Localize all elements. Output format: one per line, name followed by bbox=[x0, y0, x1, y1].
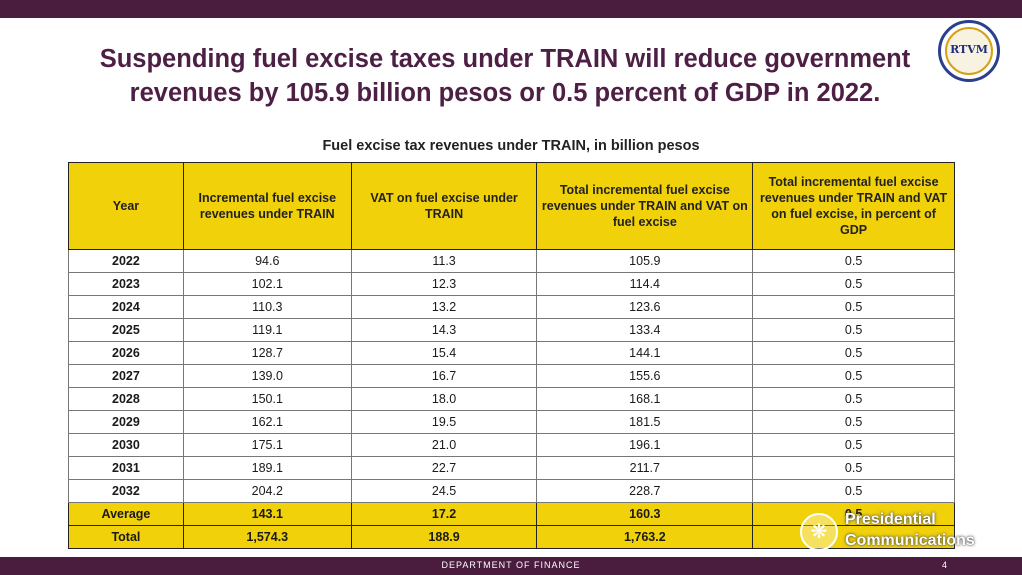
cell-total: 123.6 bbox=[536, 295, 754, 319]
watermark-line-1: Presidential bbox=[845, 511, 936, 528]
cell-year: 2029 bbox=[68, 410, 184, 434]
header-total-incremental: Total incremental fuel excise revenues u… bbox=[536, 162, 754, 250]
table-row: 2024 110.3 13.2 123.6 0.5 bbox=[68, 295, 955, 319]
cell-incremental: 94.6 bbox=[182, 249, 352, 273]
presidential-communications-watermark: ❋ Presidential Communications bbox=[800, 509, 1010, 555]
cell-vat: 18.0 bbox=[350, 387, 538, 411]
cell-percent-gdp: 0.5 bbox=[752, 410, 955, 434]
cell-incremental: 119.1 bbox=[182, 318, 352, 342]
cell-total: 105.9 bbox=[536, 249, 754, 273]
cell-percent-gdp: 0.5 bbox=[752, 249, 955, 273]
cell-year: 2031 bbox=[68, 456, 184, 480]
title-line-1: Suspending fuel excise taxes under TRAIN… bbox=[99, 45, 911, 73]
fuel-excise-table: Year Incremental fuel excise revenues un… bbox=[68, 162, 955, 549]
cell-year: 2023 bbox=[68, 272, 184, 296]
cell-percent-gdp: 0.5 bbox=[752, 318, 955, 342]
cell-vat: 12.3 bbox=[350, 272, 538, 296]
cell-label: Average bbox=[68, 502, 184, 526]
cell-vat: 14.3 bbox=[350, 318, 538, 342]
cell-percent-gdp: 0.5 bbox=[752, 341, 955, 365]
average-row: Average 143.1 17.2 160.3 0.5 bbox=[68, 502, 955, 526]
page-number: 4 bbox=[941, 560, 948, 570]
watermark-line-2: Communications bbox=[845, 532, 975, 549]
table-row: 2029 162.1 19.5 181.5 0.5 bbox=[68, 410, 955, 434]
cell-incremental: 150.1 bbox=[182, 387, 352, 411]
table-row: 2031 189.1 22.7 211.7 0.5 bbox=[68, 456, 955, 480]
header-vat: VAT on fuel excise under TRAIN bbox=[350, 162, 538, 250]
title-line-2: revenues by 105.9 billion pesos or 0.5 p… bbox=[129, 79, 881, 107]
seal-icon: ❋ bbox=[800, 513, 838, 551]
cell-incremental: 175.1 bbox=[182, 433, 352, 457]
cell-incremental: 128.7 bbox=[182, 341, 352, 365]
table-row: 2022 94.6 11.3 105.9 0.5 bbox=[68, 249, 955, 273]
cell-total: 228.7 bbox=[536, 479, 754, 503]
header-year: Year bbox=[68, 162, 184, 250]
cell-total: 114.4 bbox=[536, 272, 754, 296]
table-row: 2032 204.2 24.5 228.7 0.5 bbox=[68, 479, 955, 503]
cell-incremental: 102.1 bbox=[182, 272, 352, 296]
cell-vat: 188.9 bbox=[350, 525, 538, 549]
cell-total: 144.1 bbox=[536, 341, 754, 365]
cell-incremental: 189.1 bbox=[182, 456, 352, 480]
table-row: 2030 175.1 21.0 196.1 0.5 bbox=[68, 433, 955, 457]
header-incremental-excise: Incremental fuel excise revenues under T… bbox=[182, 162, 352, 250]
cell-total: 168.1 bbox=[536, 387, 754, 411]
cell-total: 196.1 bbox=[536, 433, 754, 457]
cell-incremental: 110.3 bbox=[182, 295, 352, 319]
cell-percent-gdp: 0.5 bbox=[752, 433, 955, 457]
cell-vat: 13.2 bbox=[350, 295, 538, 319]
top-bar bbox=[0, 0, 1022, 18]
cell-incremental: 162.1 bbox=[182, 410, 352, 434]
table-header-row: Year Incremental fuel excise revenues un… bbox=[68, 162, 955, 250]
rtvm-logo: RTVM bbox=[938, 20, 1000, 82]
cell-year: 2030 bbox=[68, 433, 184, 457]
cell-percent-gdp: 0.5 bbox=[752, 502, 955, 526]
cell-total: 133.4 bbox=[536, 318, 754, 342]
cell-incremental: 143.1 bbox=[182, 502, 352, 526]
cell-incremental: 204.2 bbox=[182, 479, 352, 503]
table-row: 2025 119.1 14.3 133.4 0.5 bbox=[68, 318, 955, 342]
cell-percent-gdp: 0.5 bbox=[752, 364, 955, 388]
cell-total: 211.7 bbox=[536, 456, 754, 480]
cell-percent-gdp: 0.5 bbox=[752, 295, 955, 319]
table-row: 2028 150.1 18.0 168.1 0.5 bbox=[68, 387, 955, 411]
cell-year: 2026 bbox=[68, 341, 184, 365]
cell-year: 2024 bbox=[68, 295, 184, 319]
cell-vat: 22.7 bbox=[350, 456, 538, 480]
cell-total: 160.3 bbox=[536, 502, 754, 526]
cell-vat: 19.5 bbox=[350, 410, 538, 434]
cell-vat: 17.2 bbox=[350, 502, 538, 526]
table-caption: Fuel excise tax revenues under TRAIN, in… bbox=[322, 138, 700, 154]
cell-label: Total bbox=[68, 525, 184, 549]
cell-vat: 16.7 bbox=[350, 364, 538, 388]
cell-vat: 24.5 bbox=[350, 479, 538, 503]
slide-title: Suspending fuel excise taxes under TRAIN… bbox=[30, 42, 980, 110]
cell-percent-gdp: 0.5 bbox=[752, 479, 955, 503]
cell-percent-gdp: 0.5 bbox=[752, 456, 955, 480]
header-percent-gdp: Total incremental fuel excise revenues u… bbox=[752, 162, 955, 250]
cell-incremental: 139.0 bbox=[182, 364, 352, 388]
logo-text: RTVM bbox=[950, 43, 988, 56]
cell-vat: 11.3 bbox=[350, 249, 538, 273]
cell-percent-gdp: 0.5 bbox=[752, 387, 955, 411]
cell-year: 2027 bbox=[68, 364, 184, 388]
cell-total: 181.5 bbox=[536, 410, 754, 434]
table-row: 2023 102.1 12.3 114.4 0.5 bbox=[68, 272, 955, 296]
cell-year: 2025 bbox=[68, 318, 184, 342]
footer-department: DEPARTMENT OF FINANCE bbox=[441, 560, 581, 570]
cell-year: 2022 bbox=[68, 249, 184, 273]
cell-total: 155.6 bbox=[536, 364, 754, 388]
table-row: 2027 139.0 16.7 155.6 0.5 bbox=[68, 364, 955, 388]
cell-total: 1,763.2 bbox=[536, 525, 754, 549]
cell-vat: 21.0 bbox=[350, 433, 538, 457]
cell-year: 2032 bbox=[68, 479, 184, 503]
footer-bar: DEPARTMENT OF FINANCE 4 bbox=[0, 557, 1022, 575]
cell-vat: 15.4 bbox=[350, 341, 538, 365]
logo-ring bbox=[945, 27, 993, 75]
cell-percent-gdp: 0.5 bbox=[752, 272, 955, 296]
cell-incremental: 1,574.3 bbox=[182, 525, 352, 549]
table-row: 2026 128.7 15.4 144.1 0.5 bbox=[68, 341, 955, 365]
cell-year: 2028 bbox=[68, 387, 184, 411]
